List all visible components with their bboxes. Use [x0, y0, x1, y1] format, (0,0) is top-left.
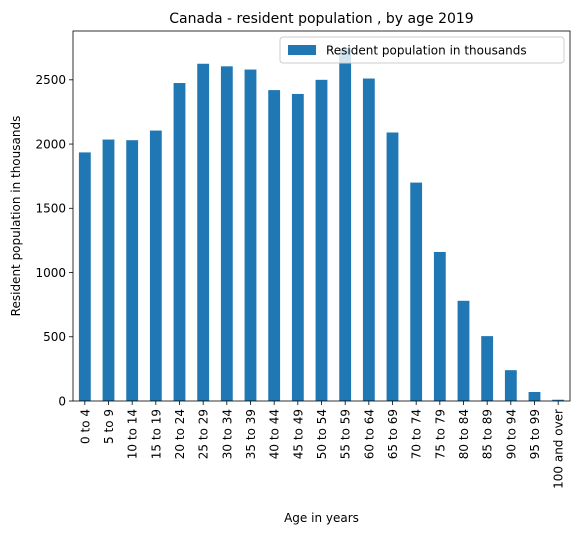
x-tick-label-0: 0 to 4 — [78, 409, 92, 444]
bar-20 — [552, 399, 565, 401]
bar-18 — [504, 370, 517, 401]
bar-4 — [173, 83, 186, 401]
bar-6 — [220, 66, 233, 401]
bar-12 — [362, 78, 375, 401]
bar-1 — [102, 139, 115, 401]
x-tick-label-10: 50 to 54 — [315, 409, 329, 459]
x-tick-label-20: 100 and over — [552, 409, 566, 489]
x-tick-label-13: 65 to 69 — [386, 409, 400, 459]
x-tick-label-5: 25 to 29 — [197, 409, 211, 459]
bars-group — [78, 48, 565, 402]
bar-19 — [528, 392, 541, 401]
y-ticks: 0 500 1000 1500 2000 2500 — [35, 73, 73, 408]
bar-10 — [315, 79, 328, 401]
y-axis-label: Resident population in thousands — [9, 116, 23, 317]
legend: Resident population in thousands — [279, 36, 565, 64]
y-tick-label-0: 0 — [58, 394, 66, 408]
x-tick-label-11: 55 to 59 — [339, 409, 353, 459]
bar-17 — [481, 336, 494, 401]
bar-3 — [149, 130, 162, 401]
x-tick-label-12: 60 to 64 — [362, 409, 376, 459]
x-tick-label-19: 95 to 99 — [528, 409, 542, 459]
bar-5 — [197, 63, 210, 401]
x-tick-label-17: 85 to 89 — [481, 409, 495, 459]
x-tick-label-2: 10 to 14 — [126, 409, 140, 459]
x-tick-label-18: 90 to 94 — [504, 409, 518, 459]
x-tick-label-14: 70 to 74 — [410, 409, 424, 459]
x-tick-label-1: 5 to 9 — [102, 409, 116, 444]
legend-swatch — [288, 45, 316, 55]
x-tick-label-9: 45 to 49 — [291, 409, 305, 459]
x-tick-label-4: 20 to 24 — [173, 409, 187, 459]
bar-14 — [410, 182, 423, 401]
x-tick-label-15: 75 to 79 — [433, 409, 447, 459]
x-axis-label: Age in years — [284, 511, 359, 525]
y-tick-label-2: 1000 — [35, 266, 66, 280]
bar-13 — [386, 132, 399, 402]
chart-title: Canada - resident population , by age 20… — [169, 11, 473, 27]
x-tick-label-8: 40 to 44 — [268, 409, 282, 459]
bar-15 — [433, 251, 446, 401]
x-tick-label-7: 35 to 39 — [244, 409, 258, 459]
bar-11 — [339, 48, 352, 402]
x-tick-label-3: 15 to 19 — [149, 409, 163, 459]
x-tick-label-16: 80 to 84 — [457, 409, 471, 459]
bar-9 — [291, 93, 304, 401]
bar-8 — [268, 90, 281, 401]
y-tick-label-3: 1500 — [35, 202, 66, 216]
legend-frame — [279, 36, 565, 64]
bar-2 — [126, 140, 139, 401]
bar-0 — [78, 152, 91, 401]
bar-16 — [457, 300, 470, 401]
x-ticks: 0 to 4 5 to 9 10 to 14 15 to 19 20 to 24 25 t… — [78, 401, 566, 489]
legend-label: Resident population in thousands — [326, 44, 527, 58]
y-tick-label-5: 2500 — [35, 73, 66, 87]
y-tick-label-4: 2000 — [35, 137, 66, 151]
x-tick-label-6: 30 to 34 — [220, 409, 234, 459]
y-tick-label-1: 500 — [43, 330, 66, 344]
bar-7 — [244, 69, 257, 401]
